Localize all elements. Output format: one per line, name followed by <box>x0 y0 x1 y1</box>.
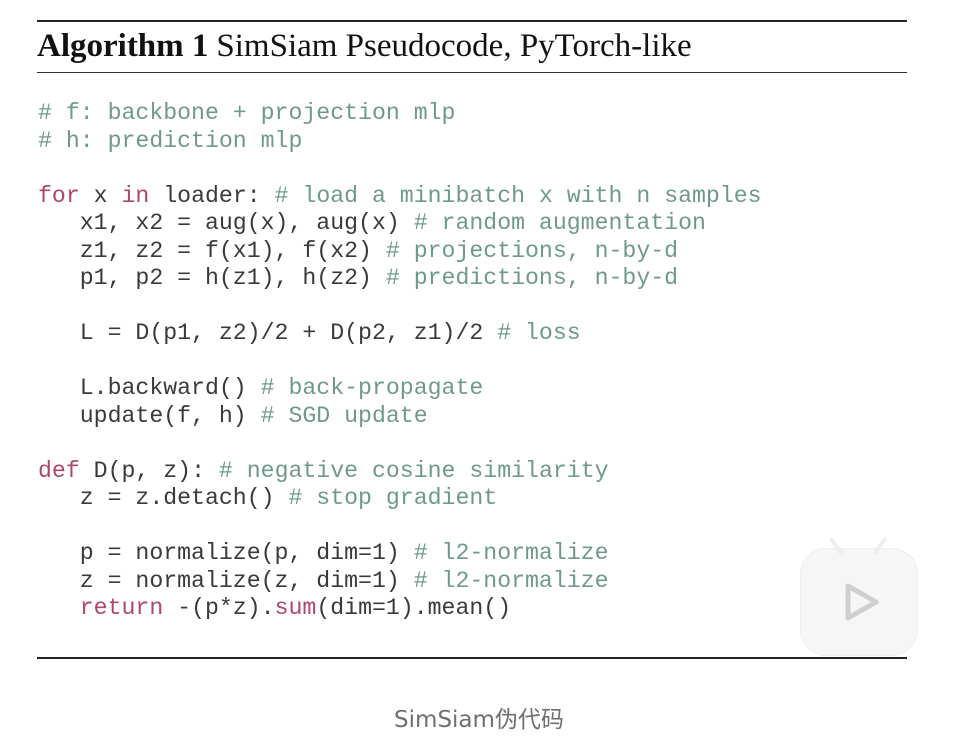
algorithm-name: SimSiam Pseudocode, PyTorch-like <box>216 28 692 64</box>
code-line: # f: backbone + projection mlp <box>38 100 762 128</box>
code-comment: # f: backbone + projection mlp <box>38 100 456 126</box>
pseudocode-block: # f: backbone + projection mlp # h: predi… <box>38 100 762 623</box>
code-text <box>38 595 80 621</box>
code-comment: # h: prediction mlp <box>38 127 303 154</box>
code-text: z1, z2 = f(x1), f(x2) <box>38 237 386 264</box>
code-text: D(p, z): <box>79 457 219 484</box>
algorithm-number: Algorithm 1 <box>37 28 209 64</box>
code-line: for x in loader: # load a minibatch x wi… <box>38 183 762 211</box>
code-line: def D(p, z): # negative cosine similarit… <box>38 458 762 486</box>
code-comment: # negative cosine similarity <box>218 457 609 484</box>
code-line: L.backward() # back-propagate <box>38 375 762 403</box>
code-keyword: return <box>79 595 164 621</box>
video-play-badge[interactable] <box>800 536 918 656</box>
top-rule <box>37 20 907 22</box>
code-text: update(f, h) <box>38 402 261 429</box>
code-comment: # back-propagate <box>260 375 484 401</box>
code-line <box>38 348 762 376</box>
code-keyword: sum <box>274 595 317 621</box>
code-keyword: for <box>38 182 80 209</box>
badge-ear-left <box>828 536 844 556</box>
code-text: loader: <box>149 182 275 209</box>
badge-ear-right <box>872 536 888 556</box>
code-comment: # loss <box>497 320 581 346</box>
code-comment: # projections, n-by-d <box>385 237 679 264</box>
code-text: p = normalize(p, dim=1) <box>38 540 414 566</box>
code-text: L = D(p1, z2)/2 + D(p2, z1)/2 <box>38 320 498 346</box>
code-line: z1, z2 = f(x1), f(x2) # projections, n-b… <box>38 238 762 266</box>
code-line <box>38 293 762 321</box>
code-line <box>38 155 762 183</box>
code-text: x <box>79 182 122 209</box>
code-keyword: def <box>38 457 80 484</box>
code-line <box>38 430 762 458</box>
algorithm-title: Algorithm 1 SimSiam Pseudocode, PyTorch-l… <box>37 24 917 68</box>
code-comment: # l2-normalize <box>413 540 609 566</box>
code-line: x1, x2 = aug(x), aug(x) # random augment… <box>38 210 762 238</box>
code-comment: # load a minibatch x with n samples <box>274 182 762 209</box>
code-line: update(f, h) # SGD update <box>38 403 762 431</box>
figure-caption: SimSiam伪代码 <box>394 707 564 733</box>
code-text: z = normalize(z, dim=1) <box>38 567 414 594</box>
code-text: -(p*z). <box>163 595 275 621</box>
code-keyword: in <box>121 182 150 209</box>
bottom-rule <box>37 657 907 659</box>
code-comment: # stop gradient <box>288 485 498 511</box>
code-comment: # SGD update <box>260 402 428 429</box>
title-rule <box>37 72 907 73</box>
code-line: # h: prediction mlp <box>38 128 762 156</box>
code-comment: # predictions, n-by-d <box>385 265 679 291</box>
code-text: x1, x2 = aug(x), aug(x) <box>38 210 414 236</box>
code-line <box>38 513 762 541</box>
code-comment: # l2-normalize <box>413 567 609 594</box>
code-line: z = normalize(z, dim=1) # l2-normalize <box>38 568 762 596</box>
algorithm-figure: Algorithm 1 SimSiam Pseudocode, PyTorch-l… <box>37 20 918 659</box>
code-text: z = z.detach() <box>38 485 289 511</box>
code-line: p = normalize(p, dim=1) # l2-normalize <box>38 540 762 568</box>
code-line: return -(p*z).sum(dim=1).mean() <box>38 595 762 623</box>
play-icon <box>845 583 879 621</box>
code-line: L = D(p1, z2)/2 + D(p2, z1)/2 # loss <box>38 320 762 348</box>
code-comment: # random augmentation <box>413 210 706 236</box>
code-text: (dim=1).mean() <box>316 595 512 621</box>
code-text: L.backward() <box>38 375 261 401</box>
code-text: p1, p2 = h(z1), h(z2) <box>38 265 386 291</box>
code-line: z = z.detach() # stop gradient <box>38 485 762 513</box>
code-line: p1, p2 = h(z1), h(z2) # predictions, n-b… <box>38 265 762 293</box>
